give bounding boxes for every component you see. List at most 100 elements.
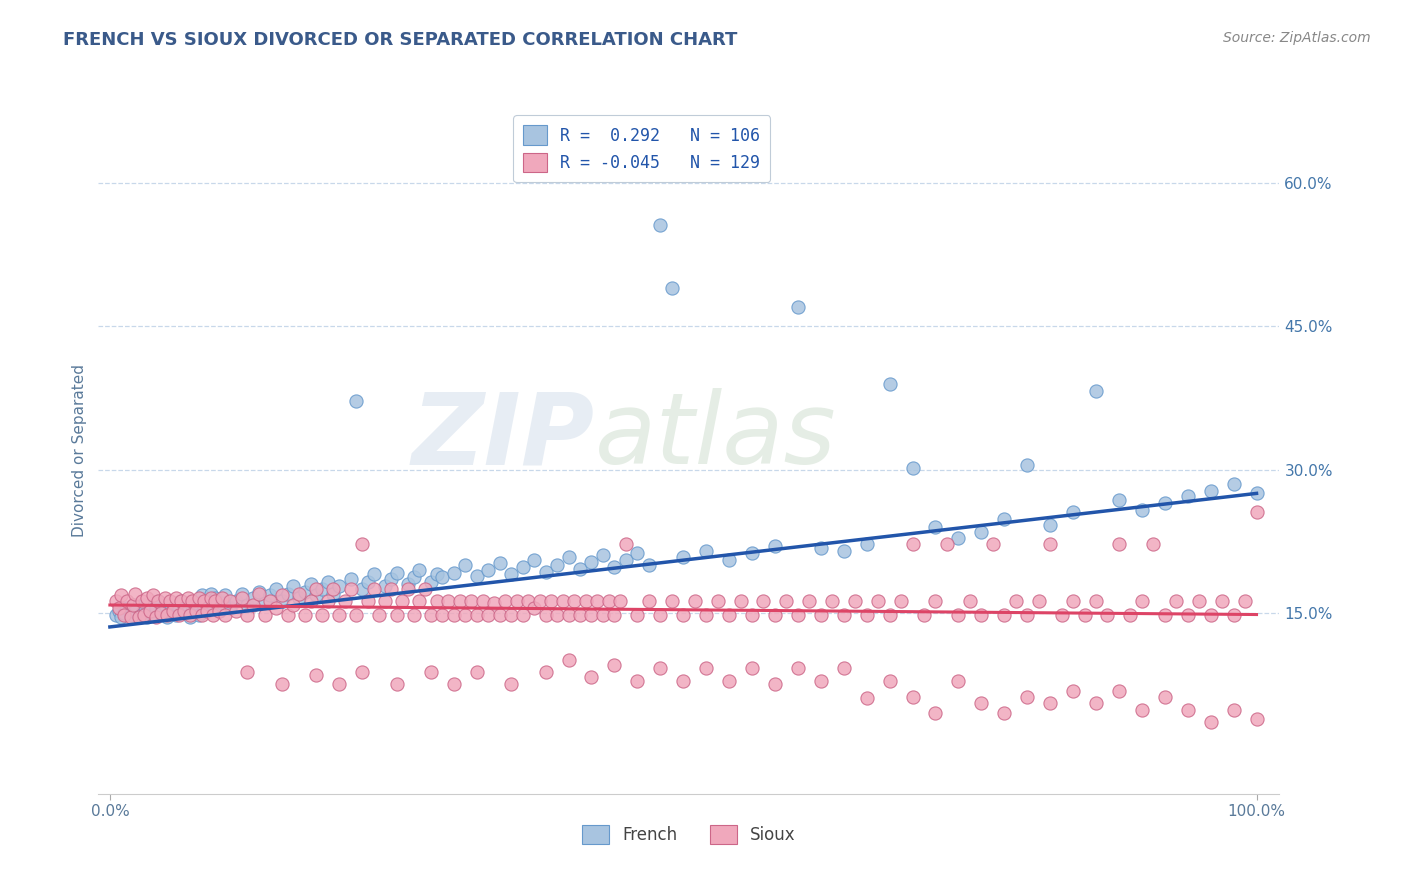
Point bbox=[115, 594, 138, 608]
Point bbox=[432, 570, 454, 584]
Point bbox=[495, 594, 517, 608]
Point bbox=[661, 594, 683, 608]
Point bbox=[1062, 506, 1084, 520]
Point bbox=[752, 594, 775, 608]
Point bbox=[1177, 703, 1199, 717]
Point bbox=[741, 546, 763, 561]
Point bbox=[763, 539, 786, 553]
Point bbox=[357, 575, 380, 590]
Point bbox=[488, 607, 510, 622]
Point bbox=[650, 219, 672, 233]
Point bbox=[139, 604, 162, 618]
Point bbox=[142, 589, 165, 603]
Point bbox=[443, 566, 465, 580]
Point bbox=[901, 690, 924, 704]
Point bbox=[208, 604, 231, 618]
Point bbox=[264, 600, 287, 615]
Point bbox=[672, 674, 695, 689]
Point bbox=[1211, 594, 1233, 608]
Point bbox=[855, 537, 877, 551]
Point bbox=[449, 594, 471, 608]
Point bbox=[1073, 607, 1095, 622]
Point bbox=[188, 607, 211, 622]
Point bbox=[1039, 517, 1062, 532]
Point bbox=[786, 607, 808, 622]
Point bbox=[1153, 496, 1175, 510]
Point bbox=[131, 606, 153, 620]
Point bbox=[288, 586, 311, 600]
Point bbox=[173, 606, 195, 620]
Point bbox=[1199, 715, 1222, 730]
Point bbox=[225, 594, 247, 608]
Point bbox=[970, 696, 993, 710]
Point bbox=[219, 600, 242, 615]
Point bbox=[259, 589, 281, 603]
Point bbox=[695, 543, 717, 558]
Point bbox=[901, 460, 924, 475]
Point bbox=[322, 582, 344, 596]
Point bbox=[322, 586, 344, 600]
Point bbox=[1246, 486, 1268, 500]
Point bbox=[959, 594, 981, 608]
Point bbox=[162, 604, 184, 618]
Point bbox=[128, 610, 150, 624]
Point bbox=[247, 586, 270, 600]
Point bbox=[832, 543, 855, 558]
Point bbox=[408, 594, 430, 608]
Point bbox=[1166, 594, 1188, 608]
Point bbox=[551, 594, 574, 608]
Point bbox=[339, 582, 361, 596]
Point bbox=[993, 607, 1015, 622]
Point bbox=[413, 582, 436, 596]
Point bbox=[718, 674, 741, 689]
Point bbox=[202, 598, 225, 612]
Point bbox=[242, 591, 264, 606]
Point bbox=[391, 594, 413, 608]
Point bbox=[104, 607, 127, 622]
Point bbox=[1199, 483, 1222, 498]
Point bbox=[165, 607, 187, 622]
Point bbox=[396, 577, 419, 591]
Point bbox=[146, 594, 169, 608]
Point bbox=[121, 598, 143, 612]
Point bbox=[786, 301, 808, 315]
Point bbox=[912, 607, 935, 622]
Point bbox=[1177, 607, 1199, 622]
Point bbox=[488, 556, 510, 570]
Point bbox=[374, 579, 396, 593]
Point bbox=[184, 604, 207, 618]
Point bbox=[832, 661, 855, 675]
Point bbox=[465, 569, 488, 583]
Point bbox=[146, 594, 169, 608]
Point bbox=[184, 596, 207, 610]
Point bbox=[1108, 683, 1130, 698]
Point bbox=[626, 607, 648, 622]
Point bbox=[592, 549, 614, 563]
Point bbox=[179, 607, 201, 622]
Point bbox=[581, 555, 603, 569]
Text: atlas: atlas bbox=[595, 388, 837, 485]
Point bbox=[981, 537, 1004, 551]
Point bbox=[506, 594, 529, 608]
Point bbox=[363, 582, 385, 596]
Point bbox=[575, 594, 598, 608]
Point bbox=[333, 594, 356, 608]
Point bbox=[1017, 607, 1039, 622]
Point bbox=[242, 598, 264, 612]
Point bbox=[145, 600, 167, 615]
Point bbox=[305, 582, 328, 596]
Point bbox=[741, 661, 763, 675]
Point bbox=[145, 610, 167, 624]
Point bbox=[1177, 489, 1199, 503]
Point bbox=[208, 604, 231, 618]
Point bbox=[167, 600, 190, 615]
Point bbox=[277, 586, 299, 600]
Point bbox=[195, 604, 218, 618]
Point bbox=[253, 596, 276, 610]
Point bbox=[683, 594, 706, 608]
Point bbox=[402, 570, 425, 584]
Point bbox=[108, 604, 131, 618]
Point bbox=[775, 594, 797, 608]
Point bbox=[695, 661, 717, 675]
Point bbox=[420, 665, 443, 679]
